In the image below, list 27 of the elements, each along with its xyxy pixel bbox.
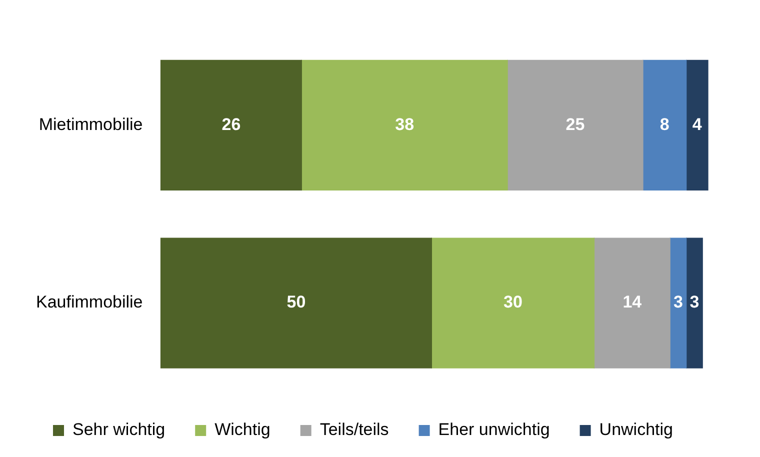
- bar: [594, 238, 670, 368]
- y-tick-label: Kaufimmobilie: [36, 292, 143, 312]
- y-tick-label: Mietimmobilie: [38, 114, 143, 134]
- bar: [686, 238, 703, 368]
- bar: [686, 60, 708, 190]
- data-label: 25: [566, 114, 585, 134]
- data-label: 14: [622, 292, 642, 312]
- legend-label: Sehr wichtig: [72, 420, 166, 440]
- legend-label: Wichtig: [214, 420, 270, 440]
- bar: [507, 60, 644, 190]
- bar: [160, 60, 302, 190]
- legend-label: Teils/teils: [320, 420, 389, 440]
- bar: [642, 60, 687, 190]
- bar: [301, 60, 508, 190]
- bar: [160, 238, 432, 368]
- data-label: 4: [692, 114, 702, 134]
- data-label: 3: [690, 292, 700, 312]
- legend-label: Eher unwichtig: [438, 420, 550, 440]
- data-label: 50: [286, 292, 306, 312]
- data-label: 38: [395, 114, 414, 134]
- bar: [431, 238, 595, 368]
- data-label: 8: [660, 114, 670, 134]
- data-label: 30: [503, 292, 522, 312]
- legend-label: Unwichtig: [599, 420, 674, 440]
- data-label: 26: [222, 114, 241, 134]
- bar: [670, 238, 687, 368]
- data-label: 3: [673, 292, 683, 312]
